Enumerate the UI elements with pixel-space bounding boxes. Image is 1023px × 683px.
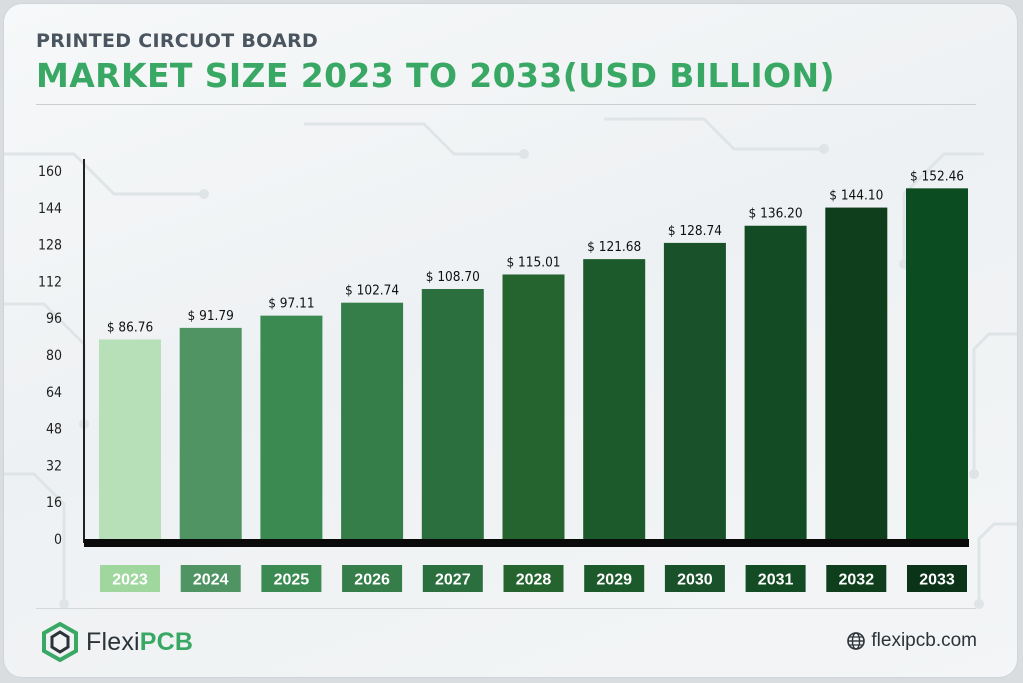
bar-value-label: $ 97.11 — [268, 296, 314, 312]
bar — [179, 327, 242, 539]
bar-value-label: $ 108.70 — [426, 269, 480, 285]
y-tick-label: 80 — [46, 348, 62, 364]
bar — [260, 315, 323, 539]
bar-chart: 0 16 32 48 64 80 96 112 128 144 160 $ 86.76 $ 91.79 $… — [38, 159, 969, 592]
y-tick-label: 16 — [46, 495, 62, 511]
brand-name: FlexiPCB — [86, 628, 193, 657]
bar-value-label: $ 136.20 — [749, 206, 803, 222]
y-tick-label: 48 — [46, 422, 62, 438]
y-tick-label: 64 — [46, 385, 62, 401]
year-tag-background — [745, 565, 806, 592]
year-tag-background — [180, 565, 241, 592]
bar-value-label: $ 121.68 — [587, 239, 641, 255]
bar — [583, 259, 646, 539]
x-tick-label: 2030 — [677, 572, 713, 589]
x-tick-label: 2027 — [435, 572, 471, 589]
bar — [744, 225, 807, 540]
year-tag-background — [584, 565, 645, 592]
bar — [502, 274, 565, 539]
x-tick-label: 2032 — [839, 572, 875, 589]
brand-logo: FlexiPCB — [40, 622, 193, 662]
bar — [825, 207, 888, 539]
x-tick-label: 2033 — [919, 572, 955, 589]
x-tick-label: 2026 — [354, 572, 390, 589]
bar-value-label: $ 144.10 — [829, 188, 883, 204]
bar — [99, 339, 161, 539]
brand-highlight: PCB — [139, 627, 194, 656]
chart-subtitle: PRINTED CIRCUOT BOARD — [36, 30, 319, 52]
x-tick-label: 2024 — [193, 572, 229, 589]
globe-icon — [847, 632, 866, 650]
year-tag-background — [907, 565, 967, 592]
x-tick-label: 2025 — [274, 572, 310, 589]
bar — [663, 242, 726, 539]
y-tick-label: 112 — [38, 274, 62, 290]
x-axis-baseline — [84, 539, 969, 547]
year-tag-background — [342, 565, 403, 592]
chart-title: MARKET SIZE 2023 TO 2033(USD BILLION) — [36, 56, 835, 95]
divider-bottom — [36, 608, 976, 609]
year-tag-background — [826, 565, 887, 592]
y-tick-label: 96 — [46, 311, 62, 327]
y-tick-label: 144 — [38, 201, 62, 217]
website-link[interactable]: flexipcb.com — [846, 630, 977, 652]
bar — [421, 288, 484, 539]
website-text: flexipcb.com — [871, 630, 977, 651]
year-tag-background — [100, 565, 160, 592]
bar-value-label: $ 152.46 — [910, 168, 964, 184]
year-tag-background — [503, 565, 564, 592]
bar-value-label: $ 128.74 — [668, 223, 722, 239]
x-tick-label: 2028 — [516, 572, 552, 589]
y-tick-label: 160 — [38, 164, 62, 180]
year-tag-background — [664, 565, 725, 592]
bar-value-label: $ 102.74 — [345, 283, 399, 299]
infographic-card: PRINTED CIRCUOT BOARD MARKET SIZE 2023 T… — [4, 4, 1017, 677]
brand-prefix: Flexi — [86, 627, 140, 656]
divider-top — [36, 104, 976, 105]
bar — [341, 302, 404, 539]
y-tick-label: 0 — [54, 532, 62, 548]
x-tick-label: 2023 — [112, 572, 148, 589]
bar — [906, 188, 968, 540]
y-tick-label: 32 — [46, 458, 62, 474]
bar-value-label: $ 91.79 — [188, 308, 234, 324]
x-tick-label: 2029 — [596, 572, 632, 589]
year-tag-background — [261, 565, 322, 592]
hexagon-logo-icon — [42, 622, 78, 662]
bar-value-label: $ 115.01 — [506, 254, 560, 270]
x-tick-label: 2031 — [758, 572, 794, 589]
year-tag-background — [422, 565, 483, 592]
y-tick-label: 128 — [38, 238, 62, 254]
bar-value-label: $ 86.76 — [107, 319, 153, 335]
